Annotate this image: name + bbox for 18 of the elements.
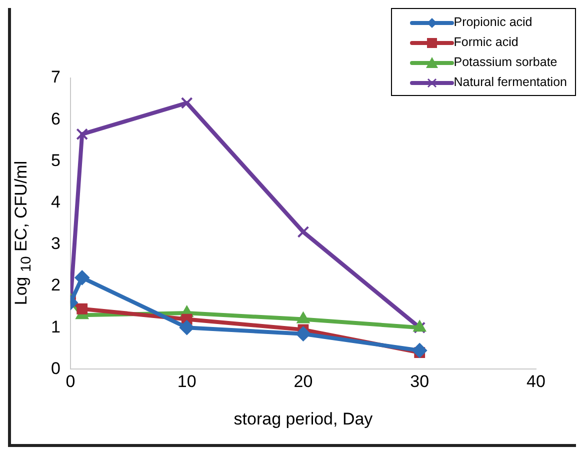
y-tick-label: 2 bbox=[50, 276, 60, 295]
y-tick-label: 1 bbox=[50, 317, 60, 336]
y-tick-label: 5 bbox=[50, 150, 60, 170]
legend-label: Formic acid bbox=[454, 35, 518, 49]
legend-label: Natural fermentation bbox=[454, 75, 567, 89]
x-tick-label: 0 bbox=[66, 372, 76, 392]
y-tick-label: 3 bbox=[50, 234, 60, 254]
y-tick-label: 7 bbox=[50, 68, 60, 87]
y-tick-label: 4 bbox=[50, 192, 60, 212]
x-tick-label: 30 bbox=[410, 372, 430, 392]
legend-label: Potassium sorbate bbox=[454, 55, 558, 69]
x-tick-label: 40 bbox=[526, 372, 546, 392]
legend-label: Propionic acid bbox=[454, 15, 532, 29]
x-tick-label: 10 bbox=[177, 372, 196, 392]
x-axis-title: storag period, Day bbox=[234, 409, 374, 428]
y-tick-label: 6 bbox=[50, 109, 60, 128]
y-tick-label: 0 bbox=[50, 358, 60, 378]
x-tick-label: 20 bbox=[294, 372, 313, 392]
